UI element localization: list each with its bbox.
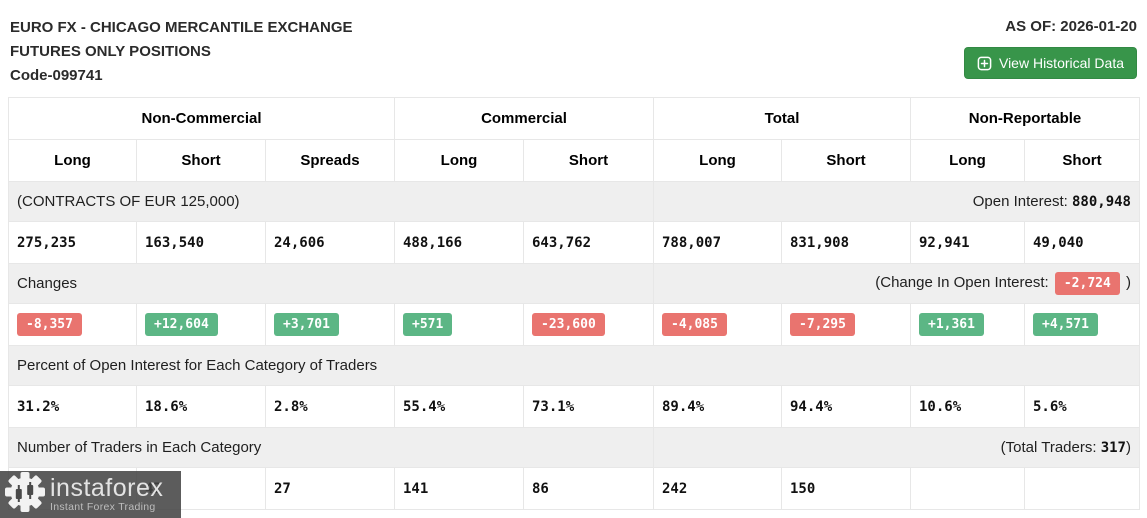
col-header-comm-long: Long [394,139,524,182]
col-header-nr-short: Short [1024,139,1140,182]
view-historical-data-button[interactable]: View Historical Data [963,47,1137,79]
group-header-nonreportable: Non-Reportable [910,97,1140,140]
change-oi-suffix: ) [1126,274,1131,291]
traders-cell [910,467,1025,510]
calendar-plus-icon [977,56,992,71]
report-title-type: FUTURES ONLY POSITIONS [10,43,211,60]
percent-cell: 94.4% [781,385,911,428]
view-historical-data-label: View Historical Data [998,55,1124,71]
open-interest-value: 880,948 [1071,194,1131,210]
report-titles: EURO FX - CHICAGO MERCANTILE EXCHANGE FU… [10,16,353,88]
total-traders-cell: (Total Traders: 317) [653,427,1140,468]
col-header-total-short: Short [781,139,911,182]
traders-cell: 27 [265,467,395,510]
cot-positions-table: Non-Commercial Commercial Total Non-Repo… [8,97,1140,510]
as-of-date: AS OF: 2026-01-20 [1005,18,1137,35]
changes-band-row: Changes (Change In Open Interest: -2,724… [8,263,1140,304]
change-badge: +1,361 [919,313,984,336]
change-cell: +571 [394,303,524,346]
change-cell: +12,604 [136,303,266,346]
percent-cell: 55.4% [394,385,524,428]
col-header-nr-long: Long [910,139,1025,182]
position-cell: 92,941 [910,221,1025,264]
col-header-nc-spreads: Spreads [265,139,395,182]
change-oi-prefix: (Change In Open Interest: [875,274,1049,291]
instaforex-brand-name: instaforex [50,474,164,502]
col-header-total-long: Long [653,139,782,182]
sub-header-row: Long Short Spreads Long Short Long Short… [8,139,1140,182]
percent-band-row: Percent of Open Interest for Each Catego… [8,345,1140,386]
position-cell: 643,762 [523,221,654,264]
traders-count-label: Number of Traders in Each Category [8,427,654,468]
instaforex-watermark-text: instaforex Instant Forex Trading [50,474,164,514]
group-header-row: Non-Commercial Commercial Total Non-Repo… [8,97,1140,140]
total-traders-suffix: ) [1126,439,1131,456]
position-cell: 275,235 [8,221,137,264]
traders-cell: 150 [781,467,911,510]
percent-of-oi-label: Percent of Open Interest for Each Catego… [8,345,1140,386]
change-cell: +1,361 [910,303,1025,346]
instaforex-watermark: instaforex Instant Forex Trading [0,471,181,518]
change-cell: -8,357 [8,303,137,346]
total-traders-value: 317 [1100,440,1126,456]
change-cell: +4,571 [1024,303,1140,346]
group-header-noncommercial: Non-Commercial [8,97,395,140]
changes-row: -8,357 +12,604 +3,701 +571 -23,600 -4,08… [8,303,1140,346]
position-cell: 488,166 [394,221,524,264]
change-cell: -23,600 [523,303,654,346]
percent-cell: 2.8% [265,385,395,428]
positions-row: 275,235 163,540 24,606 488,166 643,762 7… [8,221,1140,264]
report-code: Code-099741 [10,67,103,84]
percent-cell: 31.2% [8,385,137,428]
changes-label: Changes [8,263,654,304]
change-oi-badge: -2,724 [1054,272,1120,295]
position-cell: 163,540 [136,221,266,264]
change-badge: +3,701 [274,313,339,336]
change-badge: -8,357 [17,313,82,336]
traders-band-row: Number of Traders in Each Category (Tota… [8,427,1140,468]
change-badge: +571 [403,313,453,336]
change-badge: -4,085 [662,313,727,336]
open-interest-cell: Open Interest: 880,948 [653,181,1140,222]
report-header: EURO FX - CHICAGO MERCANTILE EXCHANGE FU… [8,16,1139,90]
percent-cell: 18.6% [136,385,266,428]
change-badge: -7,295 [790,313,855,336]
traders-cell [1024,467,1140,510]
group-header-commercial: Commercial [394,97,654,140]
position-cell: 788,007 [653,221,782,264]
percent-cell: 73.1% [523,385,654,428]
position-cell: 24,606 [265,221,395,264]
change-badge: +12,604 [145,313,218,336]
col-header-comm-short: Short [523,139,654,182]
percents-row: 31.2% 18.6% 2.8% 55.4% 73.1% 89.4% 94.4%… [8,385,1140,428]
group-header-total: Total [653,97,911,140]
change-cell: -7,295 [781,303,911,346]
contracts-unit-label: (CONTRACTS OF EUR 125,000) [8,181,654,222]
open-interest-label: Open Interest: [972,193,1068,210]
instaforex-tagline: Instant Forex Trading [50,501,156,513]
change-cell: +3,701 [265,303,395,346]
percent-cell: 5.6% [1024,385,1140,428]
col-header-nc-long: Long [8,139,137,182]
traders-cell: 141 [394,467,524,510]
percent-cell: 89.4% [653,385,782,428]
instaforex-gear-icon [4,471,46,518]
position-cell: 49,040 [1024,221,1140,264]
change-badge: +4,571 [1033,313,1098,336]
change-open-interest-cell: (Change In Open Interest: -2,724 ) [653,263,1140,304]
traders-cell: 242 [653,467,782,510]
change-cell: -4,085 [653,303,782,346]
percent-cell: 10.6% [910,385,1025,428]
total-traders-prefix: (Total Traders: [1000,439,1097,456]
traders-cell: 86 [523,467,654,510]
report-header-right: AS OF: 2026-01-20 View Historical Data [963,16,1137,79]
col-header-nc-short: Short [136,139,266,182]
change-badge: -23,600 [532,313,605,336]
position-cell: 831,908 [781,221,911,264]
report-title-instrument: EURO FX - CHICAGO MERCANTILE EXCHANGE [10,19,353,36]
contracts-band-row: (CONTRACTS OF EUR 125,000) Open Interest… [8,181,1140,222]
